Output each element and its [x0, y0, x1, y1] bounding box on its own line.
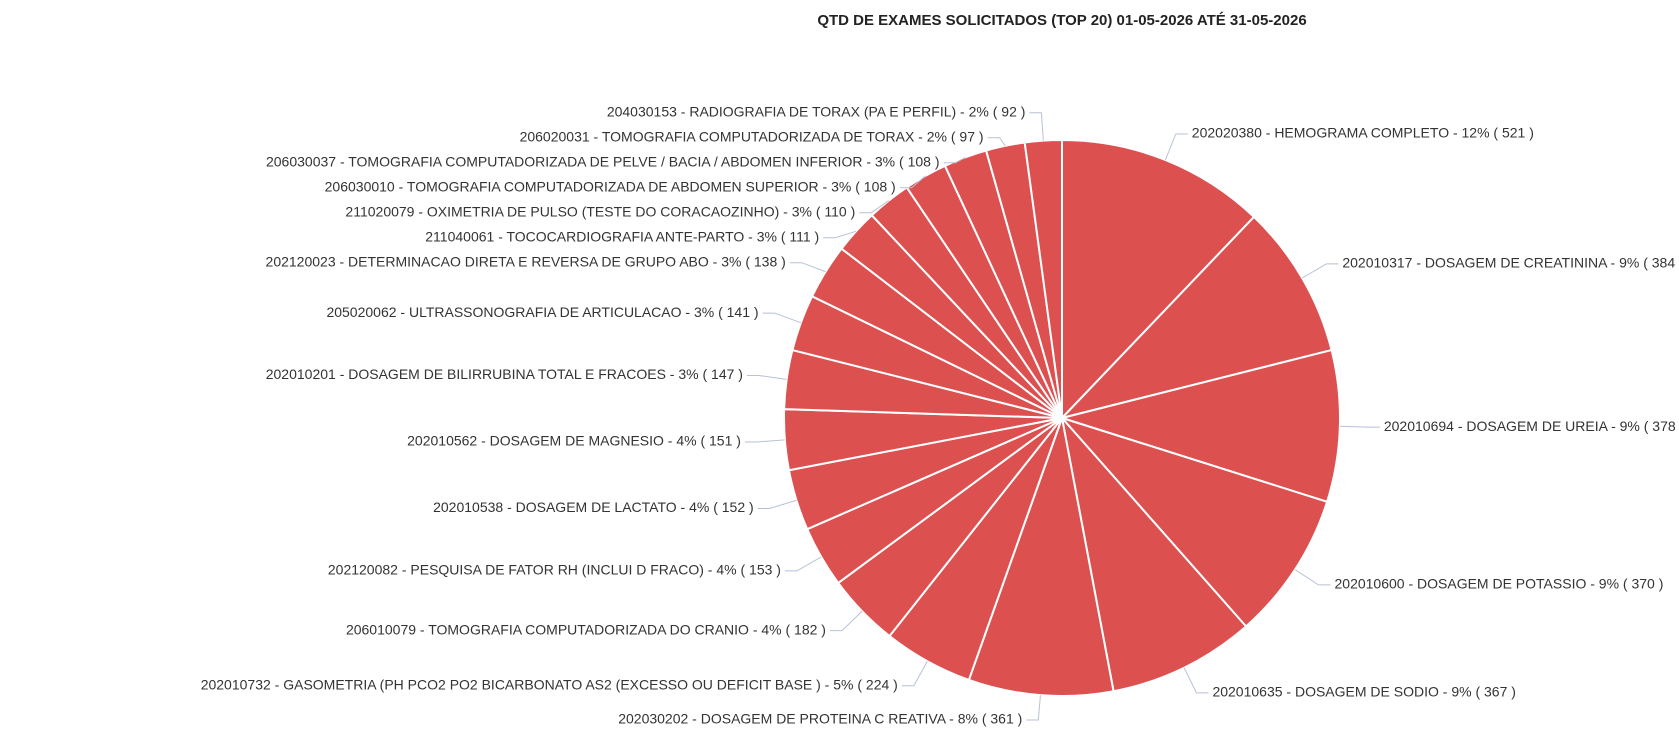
slice-label: 202010694 - DOSAGEM DE UREIA - 9% ( 378 …: [1384, 418, 1679, 434]
slice-label: 202010635 - DOSAGEM DE SODIO - 9% ( 367 …: [1212, 684, 1515, 700]
slice-label: 206030037 - TOMOGRAFIA COMPUTADORIZADA D…: [266, 153, 940, 169]
slice-label: 206030010 - TOMOGRAFIA COMPUTADORIZADA D…: [325, 178, 896, 194]
leader-line: [1029, 112, 1044, 141]
leader-line: [784, 556, 822, 572]
slice-label: 206020031 - TOMOGRAFIA COMPUTADORIZADA D…: [520, 128, 984, 144]
pie-slice: [1058, 415, 1329, 628]
slice-label: 202010201 - DOSAGEM DE BILIRRUBINA TOTAL…: [266, 366, 743, 382]
slice-label: 202120023 - DETERMINACAO DIRETA E REVERS…: [266, 253, 786, 269]
slice-label: 211020079 - OXIMETRIA DE PULSO (TESTE DO…: [345, 203, 855, 219]
slice-label: 202010538 - DOSAGEM DE LACTATO - 4% ( 15…: [433, 499, 754, 515]
slice-label: 206010079 - TOMOGRAFIA COMPUTADORIZADA D…: [346, 621, 826, 637]
leader-line: [823, 230, 857, 239]
leader-line: [1301, 263, 1339, 279]
leader-line: [744, 439, 785, 443]
pie-slice: [967, 414, 1115, 697]
slice-label: 202010562 - DOSAGEM DE MAGNESIO - 4% ( 1…: [407, 433, 741, 449]
leader-line: [859, 200, 890, 214]
slice-label: 202010317 - DOSAGEM DE CREATININA - 9% (…: [1342, 255, 1679, 271]
leader-line: [1183, 667, 1209, 694]
pie-slice: [1023, 138, 1063, 419]
pie-slice: [1058, 215, 1333, 420]
slice-label: 204030153 - RADIOGRAFIA DE TORAX (PA E P…: [607, 103, 1026, 119]
slice-label: 202120082 - PESQUISA DE FATOR RH (INCLUI…: [328, 562, 781, 578]
leader-line: [829, 610, 863, 632]
leader-line: [901, 660, 928, 687]
slice-label: 202010732 - GASOMETRIA (PH PCO2 PO2 BICA…: [201, 676, 898, 692]
slice-label: 202030202 - DOSAGEM DE PROTEINA C REATIV…: [618, 711, 1022, 727]
slice-label: 211040061 - TOCOCARDIOGRAFIA ANTE-PARTO …: [425, 228, 819, 244]
leader-line: [746, 374, 787, 380]
slice-label: 202010600 - DOSAGEM DE POTASSIO - 9% ( 3…: [1335, 576, 1664, 592]
leader-line: [1294, 569, 1331, 586]
leader-line: [789, 262, 826, 273]
leader-line: [1339, 425, 1380, 428]
leader-line: [757, 499, 797, 510]
chart-title: QTD DE EXAMES SOLICITADOS (TOP 20) 01-05…: [817, 12, 1306, 29]
leader-line: [987, 137, 1006, 147]
slice-label: 205020062 - ULTRASSONOGRAFIA DE ARTICULA…: [326, 304, 758, 320]
pie-slice: [1060, 414, 1248, 693]
leader-line: [943, 156, 966, 164]
slice-label: 202020380 - HEMOGRAMA COMPLETO - 12% ( 5…: [1192, 125, 1534, 141]
leader-line: [1026, 695, 1041, 721]
leader-line: [762, 312, 802, 324]
leader-line: [1164, 133, 1188, 161]
leader-line: [899, 175, 926, 189]
